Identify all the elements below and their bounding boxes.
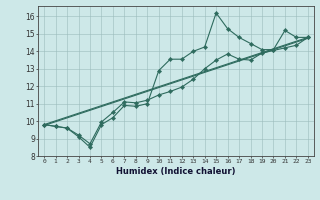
X-axis label: Humidex (Indice chaleur): Humidex (Indice chaleur) — [116, 167, 236, 176]
